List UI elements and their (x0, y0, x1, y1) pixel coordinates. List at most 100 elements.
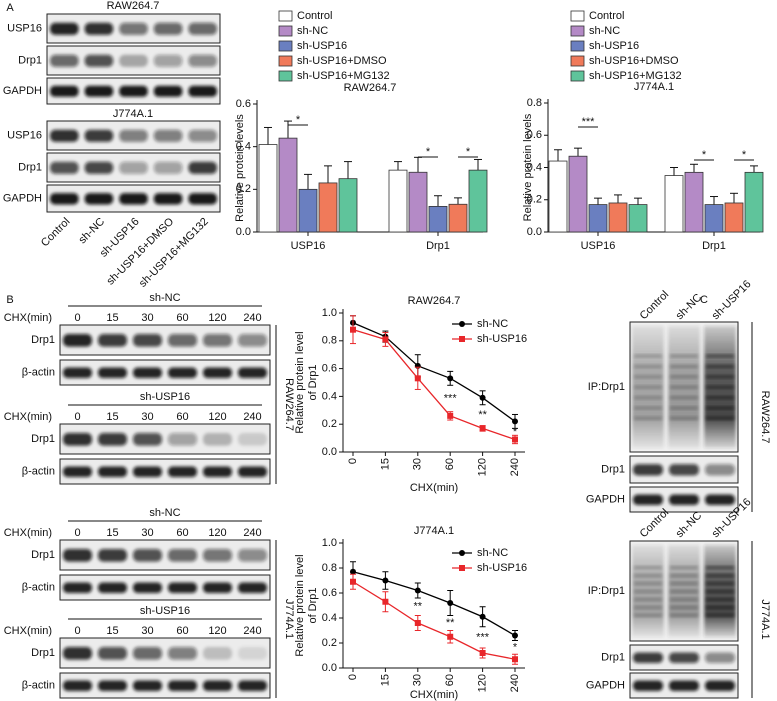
bar (388, 169, 408, 233)
bar (318, 182, 338, 233)
time-tick: 240 (243, 625, 261, 637)
smear-band (670, 406, 698, 410)
smear-band (634, 582, 662, 585)
time-tick: 120 (208, 411, 226, 423)
x-axis-label: CHX(min) (410, 482, 458, 494)
smear-band (706, 566, 734, 569)
smear-band (634, 396, 662, 400)
y-tick-label: 0.6 (322, 363, 337, 375)
time-label: CHX(min) (4, 312, 52, 324)
blot-band (133, 367, 162, 378)
blot-band (133, 433, 162, 446)
smear-band (670, 416, 698, 420)
blot-band (98, 367, 127, 378)
significance-label: *** (476, 631, 490, 643)
legend-label: sh-USP16+MG132 (589, 70, 682, 82)
blot (59, 458, 271, 485)
legend-label: sh-USP16 (477, 333, 527, 345)
time-tick: 240 (243, 312, 261, 324)
blot-band (168, 334, 197, 347)
cell-label: J774A.1 (759, 599, 771, 639)
blot (59, 423, 271, 455)
time-tick: 15 (106, 411, 118, 423)
bar (724, 202, 744, 233)
x-tick-label: 240 (509, 674, 521, 692)
cell-label: RAW264.7 (283, 378, 295, 431)
smear-band (670, 354, 698, 358)
blot-band (50, 129, 79, 142)
blot-band (188, 193, 217, 205)
row-label: IP:Drp1 (588, 381, 625, 393)
row-label: Drp1 (31, 433, 55, 445)
bar (744, 171, 764, 233)
blot-band (133, 549, 162, 562)
smear-band (634, 566, 662, 569)
smear-band (706, 574, 734, 577)
smear-band (670, 598, 698, 601)
bar (684, 171, 704, 233)
blot-band (669, 464, 699, 476)
point (447, 600, 454, 606)
significance-label: * (513, 641, 518, 653)
point (512, 436, 518, 443)
blot-band (153, 193, 183, 205)
series-line (352, 571, 516, 637)
row-label: β-actin (22, 581, 55, 593)
legend-swatch (570, 70, 585, 82)
point (382, 336, 389, 343)
x-tick-label: 30 (412, 458, 424, 470)
smear-band (706, 590, 734, 593)
time-tick: 120 (208, 527, 226, 539)
smear-band (706, 406, 734, 410)
row-label: Drp1 (18, 54, 42, 66)
smear-band (706, 598, 734, 601)
time-tick: 15 (106, 625, 118, 637)
time-tick: 30 (141, 312, 153, 324)
blot-band (203, 582, 232, 593)
blot-band (188, 22, 217, 35)
time-label: CHX(min) (4, 411, 52, 423)
blot-band (203, 433, 232, 446)
blot-band (63, 582, 92, 593)
time-tick: 120 (208, 312, 226, 324)
legend-label: sh-USP16 (297, 40, 347, 52)
point (350, 568, 356, 575)
bar (664, 175, 684, 233)
chart-title: RAW264.7 (408, 295, 461, 307)
bar (468, 169, 488, 233)
smear-band (670, 375, 698, 379)
blot-band (153, 161, 183, 174)
time-tick: 60 (176, 411, 188, 423)
significance-label: * (702, 149, 707, 161)
blot-band (84, 193, 114, 205)
x-tick-label: 0 (347, 458, 359, 464)
blot-band (168, 367, 197, 378)
bar (338, 178, 358, 233)
row-label: β-actin (22, 465, 55, 477)
blot-band (188, 85, 217, 97)
legend-label: sh-USP16 (589, 40, 639, 52)
bar (278, 137, 298, 233)
point (382, 598, 389, 605)
chart-title: J774A.1 (634, 81, 674, 93)
blot-band (153, 22, 183, 35)
blot-band (50, 54, 79, 67)
legend-label: sh-USP16+DMSO (589, 55, 679, 67)
time-tick: 0 (74, 411, 80, 423)
point (350, 578, 356, 585)
y-tick-label: 0.2 (322, 637, 337, 649)
blot-band (133, 334, 162, 347)
group-title: sh-NC (149, 507, 180, 519)
smear-band (706, 364, 734, 368)
legend-label: sh-USP16 (477, 562, 527, 574)
legend-swatch (278, 55, 293, 67)
significance-label: * (426, 146, 431, 158)
point (414, 620, 421, 626)
blot-band (238, 582, 267, 593)
blot (59, 539, 271, 571)
bar (548, 160, 568, 233)
time-tick: 15 (106, 527, 118, 539)
y-tick-label: 0.0 (236, 226, 251, 238)
time-tick: 0 (74, 625, 80, 637)
